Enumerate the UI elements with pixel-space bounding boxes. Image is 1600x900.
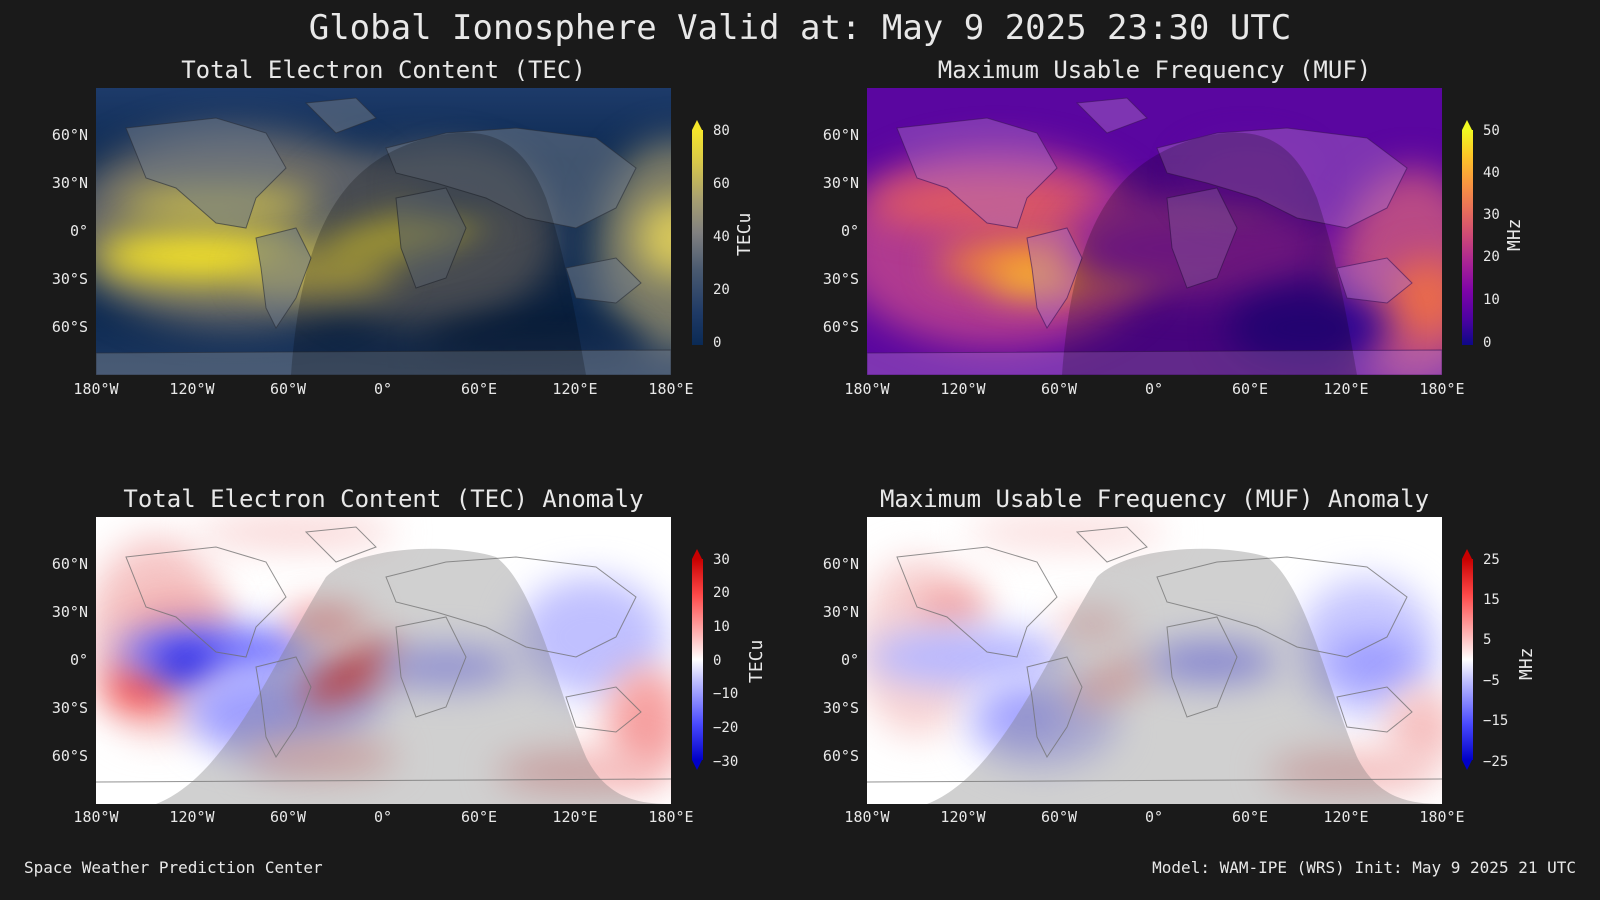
tec-map <box>96 88 671 375</box>
muf-anomaly-colorbar-extend-max <box>1462 549 1472 559</box>
tec-anomaly-xtick-120w: 120°W <box>169 808 215 826</box>
tec-anomaly-xtick-60e: 60°E <box>460 808 498 826</box>
tec-cbar-tick-80: 80 <box>713 123 730 139</box>
tec-cbar-tick-60: 60 <box>713 176 730 192</box>
tec-xtick-180w: 180°W <box>73 380 119 398</box>
muf-anomaly-ytick-60n: 60°N <box>822 555 859 573</box>
tec-anomaly-ytick-0: 0° <box>69 651 88 669</box>
muf-anomaly-cbar-tick-15: 15 <box>1483 592 1500 608</box>
muf-cbar-tick-30: 30 <box>1483 207 1500 223</box>
tec-anomaly-cbar-tick-m10: −10 <box>713 686 739 702</box>
muf-anomaly-xtick-0: 0° <box>1144 808 1164 826</box>
muf-xtick-180e: 180°E <box>1419 380 1465 398</box>
muf-anomaly-colorbar-label: MHz <box>1516 647 1537 680</box>
tec-cbar-tick-20: 20 <box>713 282 730 298</box>
muf-xtick-120e: 120°E <box>1323 380 1369 398</box>
panel-title-muf-anomaly: Maximum Usable Frequency (MUF) Anomaly <box>879 485 1430 513</box>
muf-anomaly-ytick-0: 0° <box>840 651 859 669</box>
tec-xtick-120e: 120°E <box>552 380 598 398</box>
tec-cbar-tick-40: 40 <box>713 229 730 245</box>
tec-xtick-60e: 60°E <box>460 380 498 398</box>
muf-ytick-0: 0° <box>840 222 859 240</box>
muf-anomaly-cbar-tick-m5: −5 <box>1483 673 1500 689</box>
muf-xtick-0: 0° <box>1144 380 1164 398</box>
muf-anomaly-map <box>867 517 1442 804</box>
tec-anomaly-ytick-30n: 30°N <box>51 603 88 621</box>
footer-left: Space Weather Prediction Center <box>24 858 323 877</box>
tec-ytick-60n: 60°N <box>51 126 88 144</box>
tec-colorbar-label: TECu <box>734 212 755 256</box>
tec-anomaly-colorbar-extend-min <box>692 760 702 770</box>
muf-cbar-tick-10: 10 <box>1483 292 1500 308</box>
muf-cbar-tick-50: 50 <box>1483 123 1500 139</box>
muf-map <box>867 88 1442 375</box>
tec-anomaly-colorbar-label: TECu <box>746 639 767 683</box>
muf-anomaly-cbar-tick-m25: −25 <box>1483 754 1509 770</box>
tec-colorbar <box>692 120 703 345</box>
muf-xtick-120w: 120°W <box>940 380 986 398</box>
muf-anomaly-xtick-60w: 60°W <box>1040 808 1078 826</box>
tec-anomaly-cbar-tick-30: 30 <box>713 552 730 568</box>
tec-xtick-60w: 60°W <box>269 380 307 398</box>
tec-ytick-0: 0° <box>69 222 88 240</box>
tec-anomaly-xtick-180e: 180°E <box>648 808 694 826</box>
muf-anomaly-cbar-tick-m15: −15 <box>1483 713 1509 729</box>
muf-anomaly-xtick-120w: 120°W <box>940 808 986 826</box>
footer-right: Model: WAM-IPE (WRS) Init: May 9 2025 21… <box>1152 858 1576 877</box>
muf-anomaly-ytick-60s: 60°S <box>822 747 859 765</box>
tec-ytick-30s: 30°S <box>51 270 88 288</box>
muf-colorbar <box>1462 120 1473 345</box>
tec-xtick-180e: 180°E <box>648 380 694 398</box>
muf-cbar-tick-0: 0 <box>1483 335 1492 351</box>
tec-anomaly-ytick-60n: 60°N <box>51 555 88 573</box>
muf-anomaly-xtick-120e: 120°E <box>1323 808 1369 826</box>
tec-anomaly-xtick-0: 0° <box>373 808 393 826</box>
tec-anomaly-cbar-tick-0: 0 <box>713 653 722 669</box>
muf-anomaly-colorbar <box>1462 549 1473 770</box>
muf-anomaly-cbar-tick-5: 5 <box>1483 632 1492 648</box>
muf-cbar-tick-20: 20 <box>1483 249 1500 265</box>
panel-title-tec: Total Electron Content (TEC) <box>181 56 586 84</box>
muf-colorbar-label: MHz <box>1504 218 1525 251</box>
tec-anomaly-ytick-30s: 30°S <box>51 699 88 717</box>
muf-anomaly-xtick-60e: 60°E <box>1231 808 1269 826</box>
tec-anomaly-xtick-180w: 180°W <box>73 808 119 826</box>
tec-anomaly-cbar-tick-10: 10 <box>713 619 730 635</box>
tec-anomaly-cbar-tick-m20: −20 <box>713 720 739 736</box>
muf-ytick-60s: 60°S <box>822 318 859 336</box>
muf-ytick-60n: 60°N <box>822 126 859 144</box>
tec-anomaly-cbar-tick-20: 20 <box>713 585 730 601</box>
tec-anomaly-colorbar-extend-max <box>692 549 702 559</box>
tec-anomaly-xtick-120e: 120°E <box>552 808 598 826</box>
muf-cbar-tick-40: 40 <box>1483 165 1500 181</box>
muf-ytick-30s: 30°S <box>822 270 859 288</box>
muf-anomaly-ytick-30s: 30°S <box>822 699 859 717</box>
muf-xtick-60w: 60°W <box>1040 380 1078 398</box>
tec-colorbar-extend-max <box>692 120 702 130</box>
tec-ytick-30n: 30°N <box>51 174 88 192</box>
muf-anomaly-xtick-180w: 180°W <box>844 808 890 826</box>
muf-colorbar-extend-max <box>1462 120 1472 130</box>
muf-ytick-30n: 30°N <box>822 174 859 192</box>
main-title: Global Ionosphere Valid at: May 9 2025 2… <box>308 8 1292 48</box>
tec-anomaly-cbar-tick-m30: −30 <box>713 754 739 770</box>
muf-xtick-180w: 180°W <box>844 380 890 398</box>
tec-cbar-tick-0: 0 <box>713 335 722 351</box>
tec-anomaly-map <box>96 517 671 804</box>
panel-title-muf: Maximum Usable Frequency (MUF) <box>937 56 1372 84</box>
muf-anomaly-colorbar-extend-min <box>1462 760 1472 770</box>
muf-xtick-60e: 60°E <box>1231 380 1269 398</box>
tec-anomaly-ytick-60s: 60°S <box>51 747 88 765</box>
tec-anomaly-xtick-60w: 60°W <box>269 808 307 826</box>
tec-anomaly-colorbar <box>692 549 703 770</box>
tec-xtick-0: 0° <box>373 380 393 398</box>
panel-title-tec-anomaly: Total Electron Content (TEC) Anomaly <box>123 485 644 513</box>
muf-anomaly-ytick-30n: 30°N <box>822 603 859 621</box>
muf-anomaly-xtick-180e: 180°E <box>1419 808 1465 826</box>
muf-anomaly-cbar-tick-25: 25 <box>1483 552 1500 568</box>
tec-ytick-60s: 60°S <box>51 318 88 336</box>
tec-xtick-120w: 120°W <box>169 380 215 398</box>
